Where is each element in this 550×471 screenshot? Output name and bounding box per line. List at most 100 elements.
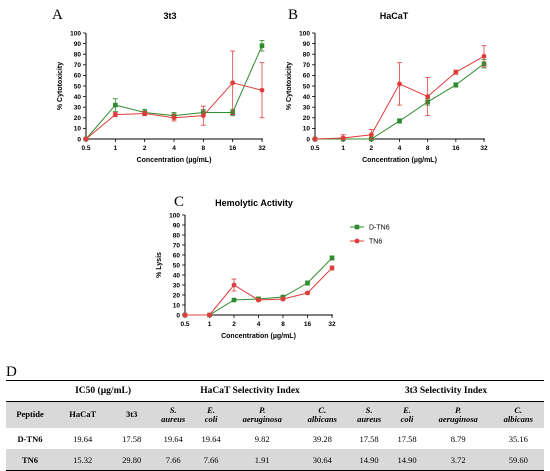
y-tick-label: 40: [74, 94, 82, 101]
data-point: [200, 113, 206, 119]
chart-hacat: HaCaT 0 10 20 30 40 50 60 70 80 90 100 0.5 1 2 4 8 16 32 Co…: [286, 11, 488, 164]
column-header: C. albicans: [296, 401, 348, 428]
x-tick-label: 0.5: [180, 321, 189, 328]
data-point: [231, 282, 237, 288]
x-tick-label: 0.5: [81, 145, 90, 152]
chart-title: Hemolytic Activity: [215, 198, 293, 208]
legend-marker: [354, 224, 360, 230]
column-header: 3t3: [111, 401, 153, 428]
data-point: [305, 290, 310, 296]
series-line: [185, 267, 333, 316]
x-tick-label: 4: [172, 145, 176, 152]
data-point: [207, 312, 212, 318]
data-point: [171, 115, 177, 121]
data-point: [329, 265, 335, 271]
column-header: P. aeruginosa: [423, 401, 493, 428]
x-tick-label: 1: [341, 145, 345, 152]
group-header-hacat-si: HaCaT Selectivity Index: [152, 380, 348, 402]
table-cell: 14.90: [347, 449, 391, 471]
chart-title: 3t3: [163, 11, 176, 21]
data-point: [453, 69, 459, 75]
data-point: [280, 296, 286, 302]
table-cell: 19.64: [73, 433, 93, 444]
chart-3t3: 3t3 0 10 20 30 40 50 60 70 80 90 100 0.5 1 2 4 8 16 32 Conc…: [57, 11, 266, 164]
series-line: [185, 257, 333, 316]
data-point: [305, 280, 310, 286]
column-header: C. albicans: [492, 401, 544, 428]
table-spacer: [6, 380, 55, 402]
panel-letter-d: D: [6, 364, 17, 380]
x-tick-label: 8: [426, 145, 430, 152]
y-tick-label: 70: [173, 242, 181, 249]
column-header: P. aeruginosa: [227, 401, 297, 428]
data-point: [329, 255, 335, 261]
column-header: HaCaT: [54, 401, 112, 428]
y-tick-label: 0: [176, 312, 180, 319]
y-tick-label: 30: [173, 282, 181, 289]
table-cell: 39.28: [312, 433, 332, 444]
data-point: [312, 136, 318, 142]
table-cell: 1.91: [227, 449, 297, 471]
data-point: [397, 118, 402, 124]
legend-marker: [354, 238, 360, 244]
table-cell: 19.64: [163, 433, 183, 444]
y-tick-label: 50: [173, 262, 181, 269]
x-tick-label: 16: [229, 145, 237, 152]
table-cell: 59.60: [492, 449, 544, 471]
y-tick-label: 20: [173, 292, 181, 299]
y-tick-label: 40: [173, 272, 181, 279]
data-point: [453, 82, 459, 88]
x-tick-label: 8: [202, 145, 206, 152]
y-tick-label: 50: [303, 83, 311, 90]
y-tick-label: 60: [173, 252, 181, 259]
y-tick-label: 40: [303, 94, 311, 101]
data-point: [83, 136, 89, 142]
data-point: [182, 312, 188, 318]
data-point: [142, 111, 148, 116]
table-cell: 35.16: [508, 433, 528, 444]
peptide-name-cell: D-TN6: [17, 433, 43, 444]
column-header: S. aureus: [152, 401, 195, 428]
y-tick-label: 100: [169, 212, 180, 219]
data-point: [481, 53, 487, 59]
y-tick-label: 30: [74, 105, 82, 112]
y-tick-label: 0: [77, 136, 81, 143]
x-tick-label: 4: [257, 321, 261, 328]
data-point: [112, 112, 118, 118]
data-point: [230, 80, 236, 86]
legend-label: TN6: [369, 239, 382, 246]
table-cell: 15.32: [54, 449, 112, 471]
column-header: S. aureus: [347, 401, 391, 428]
x-tick-label: 8: [281, 321, 285, 328]
y-tick-label: 0: [306, 136, 310, 143]
y-tick-label: 80: [303, 52, 311, 59]
table-cell: 19.64: [201, 433, 221, 444]
data-point: [397, 81, 402, 87]
table-cell: 17.58: [397, 433, 417, 444]
peptide-name-cell: TN6: [6, 449, 55, 471]
y-tick-label: 60: [303, 73, 311, 80]
data-point: [113, 102, 118, 108]
y-axis-label: % Cytotoxicity: [286, 62, 293, 110]
chart-hemolytic-activity: Hemolytic Activity 0 10 20 30 40 50 60 70 80 90 100…: [156, 198, 390, 340]
panel-letter-c: C: [174, 194, 184, 210]
ic50-selectivity-table: IC50 (µg/mL) HaCaT Selectivity Index 3t3…: [6, 380, 544, 471]
panel-letter-a: A: [52, 7, 63, 23]
x-tick-label: 4: [398, 145, 402, 152]
y-tick-label: 90: [303, 41, 311, 48]
x-axis-label: Concentration (µg/mL): [362, 157, 437, 164]
y-tick-label: 60: [74, 73, 82, 80]
table-cell: 7.66: [194, 449, 228, 471]
x-tick-label: 16: [452, 145, 460, 152]
y-tick-label: 50: [74, 83, 82, 90]
y-tick-label: 80: [173, 232, 181, 239]
data-point: [231, 297, 237, 303]
y-tick-label: 100: [299, 30, 310, 37]
column-header: E. coli: [194, 401, 228, 428]
table-cell: 3.72: [423, 449, 493, 471]
y-tick-label: 10: [74, 126, 82, 133]
x-tick-label: 2: [143, 145, 147, 152]
y-tick-label: 70: [74, 62, 82, 69]
y-axis-label: % Lysis: [156, 252, 163, 278]
